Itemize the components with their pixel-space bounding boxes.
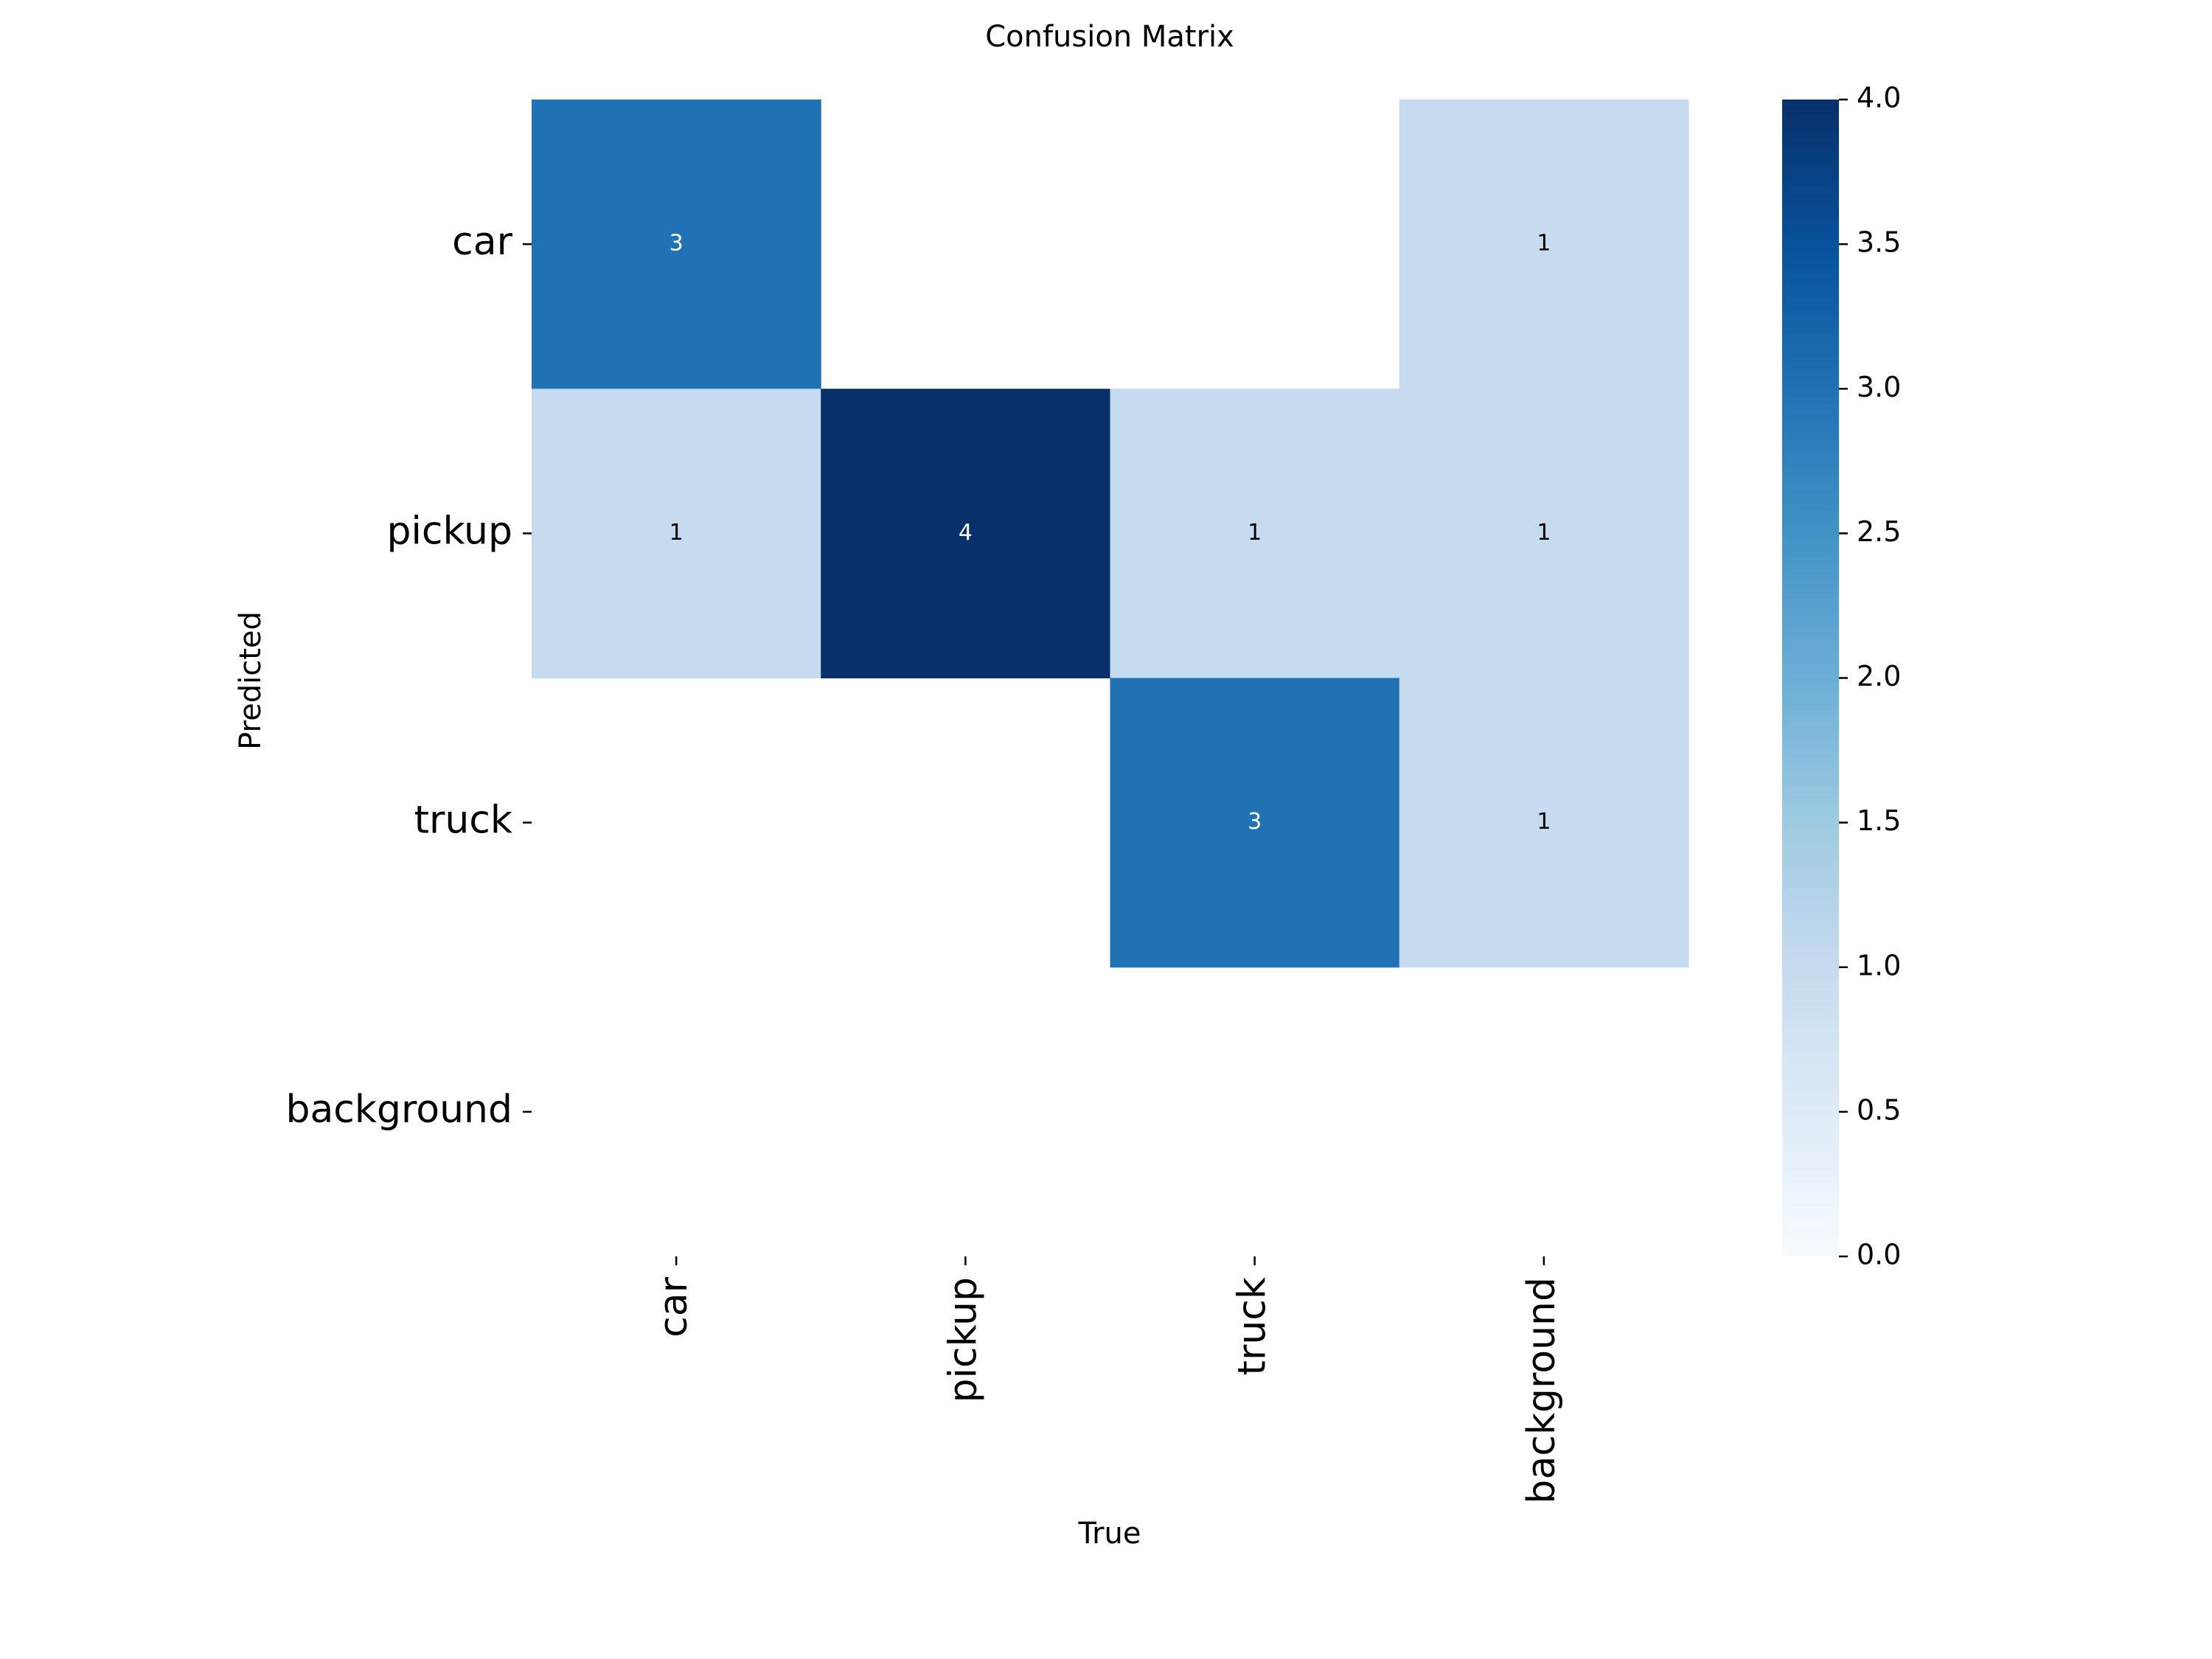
chart-title: Confusion Matrix (985, 20, 1234, 54)
x-tick-label: car (652, 1276, 696, 1337)
x-tick-label: pickup (941, 1277, 985, 1403)
colorbar-tick-label: 2.0 (1857, 660, 1901, 692)
heatmap-cell (1110, 678, 1400, 968)
colorbar (1782, 100, 1839, 1256)
x-tick-label: background (1520, 1277, 1564, 1504)
heatmap-cell (532, 100, 821, 389)
heatmap-cell (1399, 389, 1689, 678)
colorbar-tick-label: 3.0 (1857, 371, 1901, 403)
y-tick-label: background (285, 1088, 512, 1132)
y-tick-label: pickup (386, 509, 512, 553)
heatmap-cell (821, 389, 1110, 678)
colorbar-tick-label: 0.5 (1857, 1093, 1901, 1126)
colorbar-tick-label: 2.5 (1857, 515, 1901, 548)
x-axis-label: True (1078, 1517, 1141, 1551)
colorbar-tick-label: 1.0 (1857, 949, 1901, 981)
x-tick-label: truck (1231, 1277, 1275, 1375)
cell-annotation: 3 (1248, 809, 1262, 835)
cell-annotation: 1 (1537, 231, 1551, 257)
cell-annotation: 1 (669, 520, 684, 546)
cell-annotation: 1 (1537, 520, 1551, 546)
colorbar-tick-label: 4.0 (1857, 82, 1901, 114)
colorbar-tick-label: 0.0 (1857, 1239, 1901, 1271)
y-tick-label: car (452, 220, 512, 264)
y-tick-label: truck (414, 799, 512, 843)
cell-annotation: 1 (1248, 520, 1262, 546)
cell-annotation: 3 (669, 231, 684, 257)
heatmap-cell (1110, 389, 1400, 678)
cell-annotation: 1 (1537, 809, 1551, 835)
heatmap-cell (1399, 100, 1689, 389)
colorbar-tick-label: 1.5 (1857, 804, 1901, 837)
heatmap-cell (1399, 678, 1689, 968)
cell-annotation: 4 (959, 520, 973, 546)
heatmap-cell (532, 389, 821, 678)
colorbar-tick-label: 3.5 (1857, 226, 1901, 259)
y-axis-label: Predicted (234, 611, 268, 750)
